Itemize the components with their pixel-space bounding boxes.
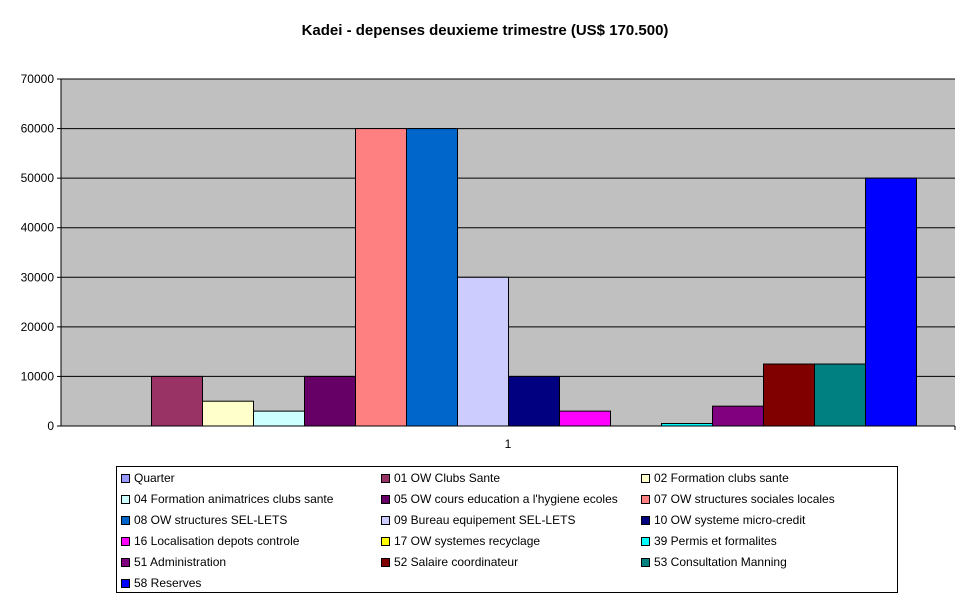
bar [202, 400, 254, 427]
legend-swatch [641, 515, 650, 525]
bar [304, 375, 356, 427]
bar [814, 363, 866, 427]
y-tick-label: 0 [47, 419, 54, 433]
legend-item: 09 Bureau equipement SEL-LETS [381, 512, 575, 528]
y-tick-label: 60000 [21, 122, 55, 136]
y-tick-label: 50000 [21, 171, 55, 185]
y-tick-label: 30000 [21, 270, 55, 284]
legend-label: 39 Permis et formalites [654, 534, 777, 548]
legend-item: 17 OW systemes recyclage [381, 533, 540, 549]
legend-item: 08 OW structures SEL-LETS [121, 512, 287, 528]
legend-item: 04 Formation animatrices clubs sante [121, 491, 333, 507]
legend-swatch [121, 473, 130, 483]
legend-label: 17 OW systemes recyclage [394, 534, 541, 548]
legend-label: 04 Formation animatrices clubs sante [134, 492, 334, 506]
legend-item: 10 OW systeme micro-credit [641, 512, 805, 528]
legend-label: 58 Reserves [134, 576, 202, 590]
legend-label: 07 OW structures sociales locales [654, 492, 835, 506]
bar [253, 410, 305, 427]
bar [763, 363, 815, 427]
legend-label: 10 OW systeme micro-credit [654, 513, 806, 527]
legend-item: 16 Localisation depots controle [121, 533, 299, 549]
legend-label: 08 OW structures SEL-LETS [134, 513, 288, 527]
bar [406, 128, 458, 427]
legend-item: 52 Salaire coordinateur [381, 554, 518, 570]
x-tick-label: 1 [505, 437, 512, 451]
legend-swatch [121, 557, 130, 567]
legend-item: 07 OW structures sociales locales [641, 491, 835, 507]
legend-swatch [641, 557, 650, 567]
bar [457, 276, 509, 427]
legend-swatch [641, 473, 650, 483]
chart-title: Kadei - depenses deuxieme trimestre (US$… [301, 22, 669, 39]
legend-label: 51 Administration [134, 555, 227, 569]
legend-label: 02 Formation clubs sante [654, 471, 789, 485]
legend-label: Quarter [134, 471, 175, 485]
y-tick-label: 20000 [21, 320, 55, 334]
legend-item: 53 Consultation Manning [641, 554, 787, 570]
legend: Quarter 01 OW Clubs Sante 02 Formation clu… [116, 466, 898, 593]
legend-swatch [641, 536, 650, 546]
legend-label: 16 Localisation depots controle [134, 534, 300, 548]
legend-swatch [121, 536, 130, 546]
legend-swatch [381, 536, 390, 546]
legend-swatch [121, 494, 130, 504]
bar [865, 177, 917, 427]
y-tick-label: 70000 [21, 72, 55, 86]
legend-item: 51 Administration [121, 554, 226, 570]
legend-swatch [121, 578, 130, 588]
legend-item: 01 OW Clubs Sante [381, 470, 500, 486]
bar [559, 410, 611, 427]
legend-item: 58 Reserves [121, 575, 201, 591]
legend-item: 39 Permis et formalites [641, 533, 777, 549]
bar [355, 128, 407, 427]
legend-label: 05 OW cours education a l'hygiene ecoles [394, 492, 618, 506]
bar [151, 375, 203, 427]
legend-label: 52 Salaire coordinateur [394, 555, 519, 569]
legend-swatch [381, 494, 390, 504]
legend-item: 05 OW cours education a l'hygiene ecoles [381, 491, 618, 507]
bar [661, 423, 713, 427]
legend-swatch [381, 557, 390, 567]
legend-swatch [381, 473, 390, 483]
legend-item: 02 Formation clubs sante [641, 470, 789, 486]
y-tick-label: 10000 [21, 369, 55, 383]
legend-label: 53 Consultation Manning [654, 555, 787, 569]
legend-label: 01 OW Clubs Sante [394, 471, 501, 485]
legend-swatch [121, 515, 130, 525]
legend-label: 09 Bureau equipement SEL-LETS [394, 513, 576, 527]
bar [508, 375, 560, 427]
bar [712, 405, 764, 427]
legend-item: Quarter [121, 470, 175, 486]
legend-swatch [641, 494, 650, 504]
y-tick-label: 40000 [21, 221, 55, 235]
legend-swatch [381, 515, 390, 525]
